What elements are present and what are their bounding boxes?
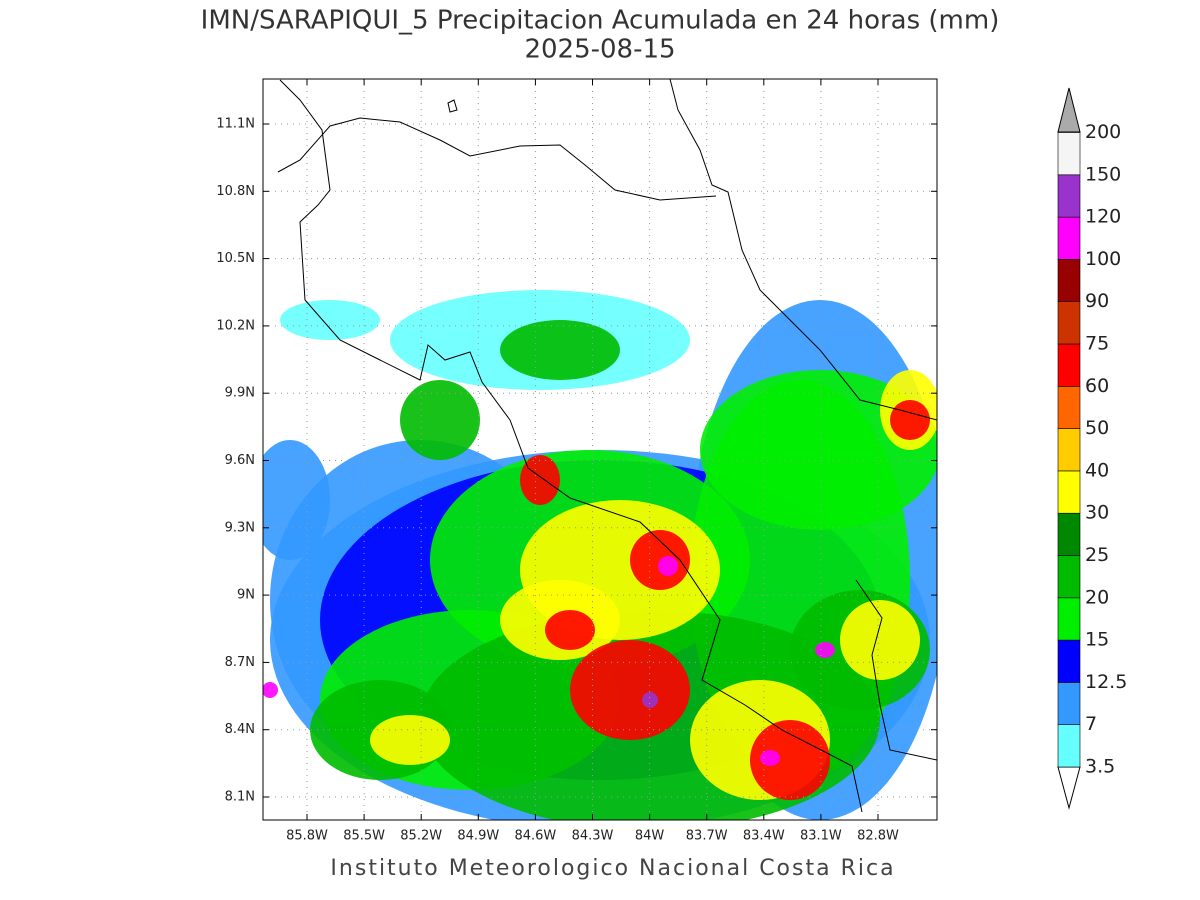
caribbean-coast <box>669 79 937 421</box>
pacific-coast <box>279 79 863 813</box>
title: IMN/SARAPIQUI_5 Precipitacion Acumulada … <box>201 6 1000 36</box>
colorbar-label: 25 <box>1085 544 1109 566</box>
lat-label: 11.1N <box>216 117 255 132</box>
lat-label: 10.8N <box>216 184 255 199</box>
panama-border <box>855 579 937 761</box>
grid <box>263 79 937 820</box>
colorbar-label: 90 <box>1085 290 1109 312</box>
lat-label: 8.4N <box>225 722 255 737</box>
colorbar-label: 100 <box>1085 248 1121 270</box>
colorbar-box <box>1057 132 1081 176</box>
colorbar-label: 40 <box>1085 459 1109 481</box>
colorbar-box <box>1057 216 1081 260</box>
colorbar-box <box>1057 259 1081 302</box>
colorbar-label: 150 <box>1085 163 1121 185</box>
nicaragua-border <box>277 117 717 201</box>
rain-area <box>642 692 658 708</box>
footer: Instituto Meteorologico Nacional Costa R… <box>330 856 895 881</box>
colorbar-label: 200 <box>1085 121 1121 143</box>
colorbar-box <box>1057 301 1081 345</box>
date: 2025-08-15 <box>524 35 675 65</box>
lon-label: 83.7W <box>686 829 728 844</box>
coastlines <box>277 79 937 813</box>
colorbar-box <box>1057 385 1081 429</box>
colorbar-under <box>1057 766 1081 810</box>
colorbar-box <box>1057 174 1081 218</box>
lat-label: 9.3N <box>225 520 255 535</box>
colorbar-box <box>1057 597 1081 641</box>
precipitation-field <box>263 290 937 820</box>
rain-area <box>500 320 620 380</box>
colorbar-label: 50 <box>1085 417 1109 439</box>
lat-label: 10.2N <box>216 318 255 333</box>
colorbar-box <box>1057 682 1081 726</box>
lat-label: 10.5N <box>216 251 255 266</box>
colorbar-box <box>1057 428 1081 472</box>
lon-label: 84W <box>635 829 665 844</box>
colorbar-box <box>1057 470 1081 514</box>
lat-label: 8.1N <box>225 790 255 805</box>
map-frame <box>262 78 938 821</box>
rain-area <box>263 440 330 560</box>
colorbar-label: 12.5 <box>1085 671 1127 693</box>
colorbar-label: 60 <box>1085 375 1109 397</box>
colorbar-box <box>1057 555 1081 599</box>
rain-area <box>570 640 690 740</box>
colorbar-label: 20 <box>1085 586 1109 608</box>
rain-area <box>520 455 560 505</box>
rain-area <box>280 300 380 340</box>
colorbar-label: 7 <box>1085 713 1097 735</box>
rain-area <box>700 370 937 530</box>
colorbar-label: 15 <box>1085 629 1109 651</box>
colorbar-label: 120 <box>1085 206 1121 228</box>
colorbar-box <box>1057 343 1081 387</box>
lat-label: 9.6N <box>225 453 255 468</box>
rain-area <box>263 682 278 698</box>
colorbar-over <box>1057 87 1081 133</box>
rain-area <box>840 600 920 680</box>
lon-label: 83.1W <box>800 829 842 844</box>
lon-label: 83.4W <box>743 829 785 844</box>
rain-area <box>658 556 678 576</box>
colorbar-label: 75 <box>1085 333 1109 355</box>
island <box>447 99 458 113</box>
lon-label: 85.5W <box>343 829 385 844</box>
rain-area <box>400 380 480 460</box>
colorbar-label: 30 <box>1085 502 1109 524</box>
lon-label: 85.8W <box>286 829 328 844</box>
colorbar-label: 3.5 <box>1085 756 1115 778</box>
colorbar-box <box>1057 724 1081 768</box>
lon-label: 82.8W <box>857 829 899 844</box>
rain-area <box>760 750 780 766</box>
lat-label: 8.7N <box>225 655 255 670</box>
lat-label: 9.9N <box>225 386 255 401</box>
lat-label: 9N <box>237 588 255 603</box>
rain-area <box>545 610 595 650</box>
lon-label: 85.2W <box>400 829 442 844</box>
colorbar <box>1057 87 1081 810</box>
colorbar-box <box>1057 512 1081 556</box>
rain-area <box>815 642 835 658</box>
rain-area <box>370 715 450 765</box>
rain-area <box>750 720 830 800</box>
lon-label: 84.9W <box>457 829 499 844</box>
rain-area <box>890 400 930 440</box>
colorbar-box <box>1057 639 1081 683</box>
lon-label: 84.6W <box>514 829 556 844</box>
lon-label: 84.3W <box>572 829 614 844</box>
